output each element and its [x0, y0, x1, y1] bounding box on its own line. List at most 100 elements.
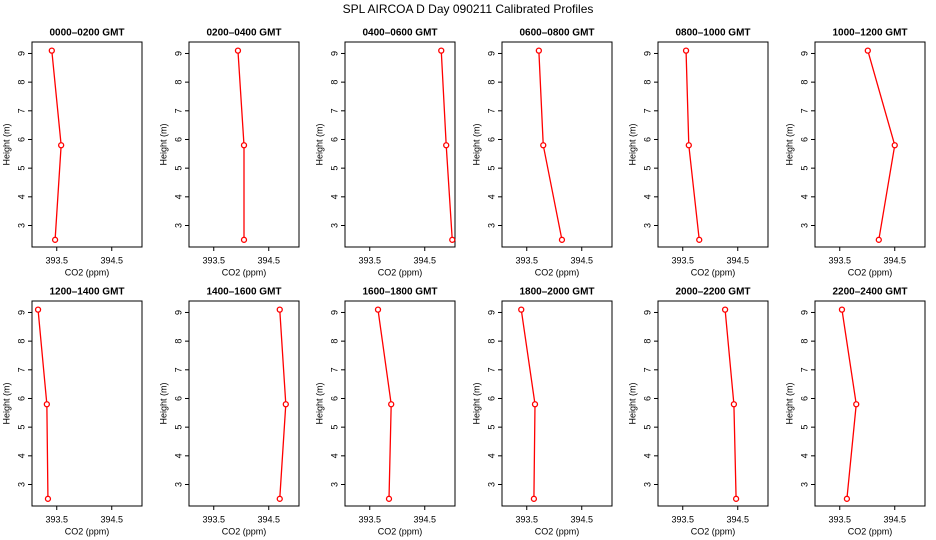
x-tick-label: 394.5	[726, 514, 749, 524]
y-tick-label: 3	[173, 223, 183, 228]
plot-frame	[657, 300, 769, 507]
y-tick-label: 5	[329, 166, 339, 171]
y-tick-label: 4	[16, 453, 26, 458]
y-tick-label: 3	[642, 223, 652, 228]
panel: 1400–1600 GMT 393.5 394.5 3 4 5 6 7 8 9 CO2 (ppm) H…	[158, 287, 300, 536]
y-tick-label: 9	[173, 310, 183, 315]
x-axis-label: CO2 (ppm)	[378, 526, 423, 536]
profile-point	[891, 142, 898, 149]
y-axis-label: Height (m)	[471, 123, 481, 165]
y-tick-label: 5	[799, 425, 809, 430]
x-tick-label: 393.5	[828, 255, 851, 265]
y-tick-label: 4	[16, 194, 26, 199]
y-tick-label: 7	[329, 108, 339, 113]
profile-point	[531, 401, 539, 408]
plot-frame	[31, 300, 143, 507]
y-tick-label: 8	[486, 339, 496, 344]
x-tick-label: 393.5	[358, 255, 381, 265]
x-tick-label: 394.5	[100, 255, 123, 265]
y-tick-label: 6	[329, 137, 339, 142]
profile-point	[276, 495, 283, 502]
y-tick-label: 8	[642, 80, 652, 85]
y-tick-label: 7	[642, 367, 652, 372]
y-tick-label: 7	[486, 108, 496, 113]
y-tick-label: 5	[642, 166, 652, 171]
panel: 2000–2200 GMT 393.5 394.5 3 4 5 6 7 8 9 CO2 (ppm) H…	[627, 287, 769, 536]
profile-point	[374, 306, 382, 313]
x-tick-label: 393.5	[45, 255, 68, 265]
x-tick-label: 393.5	[515, 255, 538, 265]
y-tick-label: 4	[486, 453, 496, 458]
profile-point	[438, 47, 445, 54]
y-tick-label: 4	[799, 453, 809, 458]
y-tick-label: 6	[173, 137, 183, 142]
plot-frame	[814, 300, 926, 507]
x-axis-label: CO2 (ppm)	[222, 526, 267, 536]
y-tick-label: 3	[486, 482, 496, 487]
profile-point	[682, 47, 690, 54]
profile-point	[696, 236, 703, 243]
x-tick-label: 394.5	[570, 255, 593, 265]
x-tick-label: 393.5	[671, 255, 694, 265]
y-tick-label: 5	[642, 425, 652, 430]
panel: 0600–0800 GMT 393.5 394.5 3 4 5 6 7 8 9 CO2 (ppm) H…	[471, 28, 613, 277]
profile-point	[240, 236, 248, 243]
y-tick-label: 3	[642, 482, 652, 487]
y-tick-label: 3	[329, 223, 339, 228]
y-tick-label: 7	[16, 108, 26, 113]
y-tick-label: 5	[16, 166, 26, 171]
y-tick-label: 6	[16, 396, 26, 401]
panel-title: 1600–1800 GMT	[362, 287, 437, 298]
plot-frame	[814, 41, 926, 248]
y-tick-label: 8	[642, 339, 652, 344]
y-tick-label: 6	[16, 137, 26, 142]
y-axis-label: Height (m)	[627, 123, 637, 165]
profile-point	[58, 142, 65, 149]
profile-point	[875, 236, 882, 243]
y-tick-label: 6	[799, 396, 809, 401]
y-tick-label: 8	[173, 339, 183, 344]
y-tick-label: 5	[486, 425, 496, 430]
profile-point	[730, 401, 738, 408]
panel: 1200–1400 GMT 393.5 394.5 3 4 5 6 7 8 9 CO2 (ppm) H…	[1, 287, 143, 536]
x-tick-label: 394.5	[883, 514, 906, 524]
x-axis-label: CO2 (ppm)	[691, 526, 736, 536]
y-tick-label: 6	[486, 396, 496, 401]
y-axis-label: Height (m)	[314, 123, 324, 165]
plot-frame	[31, 41, 143, 248]
y-tick-label: 6	[486, 137, 496, 142]
y-axis-label: Height (m)	[784, 123, 794, 165]
x-tick-label: 394.5	[257, 514, 280, 524]
plot-frame	[501, 41, 613, 248]
panel: 0400–0600 GMT 393.5 394.5 3 4 5 6 7 8 9 CO2 (ppm) H…	[314, 28, 456, 277]
x-tick-label: 394.5	[413, 255, 436, 265]
profile-point	[540, 142, 547, 149]
y-tick-label: 8	[799, 339, 809, 344]
y-tick-label: 8	[16, 80, 26, 85]
y-tick-label: 9	[799, 51, 809, 56]
panel: 2200–2400 GMT 393.5 394.5 3 4 5 6 7 8 9 CO2 (ppm) H…	[784, 287, 926, 536]
y-axis-label: Height (m)	[471, 382, 481, 424]
panel-title: 1800–2000 GMT	[519, 287, 594, 298]
y-tick-label: 8	[16, 339, 26, 344]
profile-point	[44, 495, 52, 502]
panel-title: 0400–0600 GMT	[362, 28, 437, 39]
y-axis-label: Height (m)	[158, 123, 168, 165]
panel-title: 0200–0400 GMT	[206, 28, 281, 39]
x-tick-label: 393.5	[202, 255, 225, 265]
y-tick-label: 4	[799, 194, 809, 199]
y-tick-label: 3	[173, 482, 183, 487]
profile-point	[43, 401, 50, 408]
y-tick-label: 8	[329, 80, 339, 85]
y-tick-label: 9	[486, 51, 496, 56]
y-tick-label: 3	[16, 223, 26, 228]
y-tick-label: 7	[642, 108, 652, 113]
y-tick-label: 4	[173, 453, 183, 458]
plot-frame	[188, 300, 300, 507]
x-tick-label: 393.5	[671, 514, 694, 524]
panel-title: 0600–0800 GMT	[519, 28, 594, 39]
profile-point	[234, 47, 242, 54]
panel-title: 0800–1000 GMT	[675, 28, 750, 39]
profile-point	[276, 306, 283, 313]
profile-point	[518, 306, 525, 313]
